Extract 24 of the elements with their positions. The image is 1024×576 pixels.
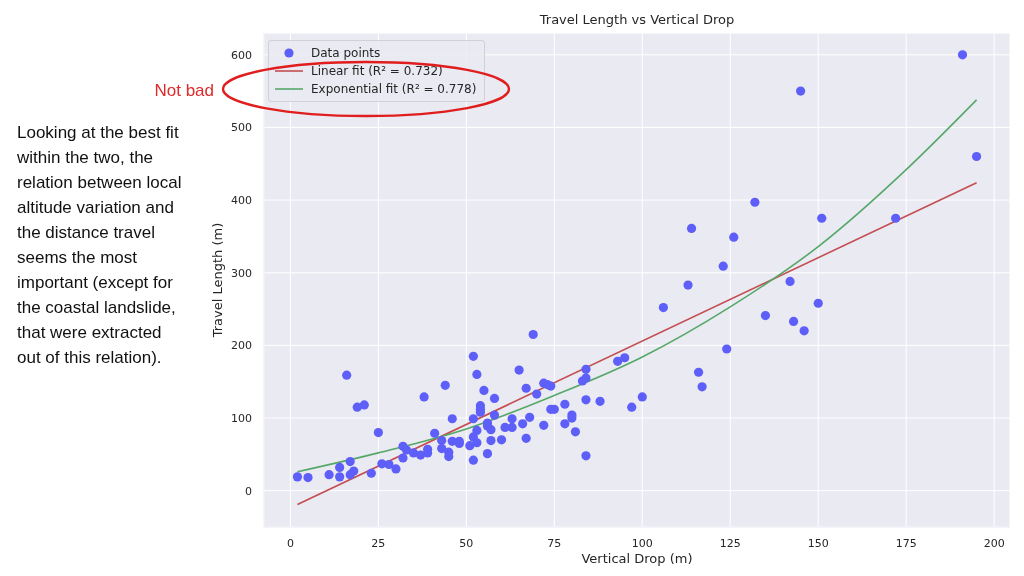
legend-label: Data points	[311, 46, 381, 60]
x-tick-label: 50	[459, 536, 474, 550]
x-tick-label: 125	[719, 536, 741, 550]
y-tick-label: 300	[231, 266, 252, 280]
x-tick-label: 100	[631, 536, 653, 550]
chart-title: Travel Length vs Vertical Drop	[538, 12, 736, 27]
x-tick-label: 175	[895, 536, 917, 550]
legend-label: Linear fit (R² = 0.732)	[311, 64, 443, 78]
x-tick-label: 0	[286, 536, 294, 550]
y-tick-label: 500	[231, 121, 252, 135]
legend-label: Exponential fit (R² = 0.778)	[311, 82, 477, 96]
text: Looking at the best fit within the two, the relation between local altitude variation and the distance travel seems the most important (except for the coastal landslide, that were extracted out of this relation).	[17, 123, 182, 367]
x-axis-title: Vertical Drop (m)	[580, 551, 694, 566]
y-tick-label: 200	[231, 339, 252, 353]
x-tick-label: 150	[807, 536, 829, 550]
x-tick-label: 75	[547, 536, 562, 550]
x-tick-label: 25	[371, 536, 386, 550]
x-tick-label: 200	[983, 536, 1005, 550]
text: Not bad	[154, 80, 214, 102]
y-tick-label: 0	[245, 484, 252, 498]
y-tick-label: 600	[231, 48, 252, 62]
y-tick-label: 400	[231, 193, 252, 207]
y-tick-label: 100	[231, 411, 252, 425]
y-axis-title: Travel Length (m)	[209, 222, 225, 338]
